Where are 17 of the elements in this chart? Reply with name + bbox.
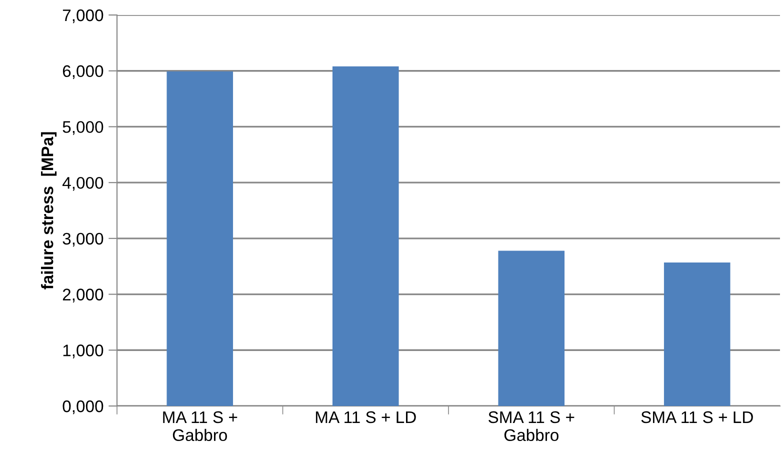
x-tick-label: MA 11 S + Gabbro	[163, 411, 238, 442]
bar	[332, 66, 399, 406]
x-tick-label: SMA 11 S + Gabbro	[488, 411, 574, 442]
y-tick-label: 4,000	[62, 176, 104, 191]
y-tick-label: 1,000	[63, 344, 104, 358]
y-tick-label: 2,000	[62, 288, 104, 302]
y-tick-label: 6,000	[62, 65, 104, 80]
bar	[664, 262, 730, 406]
y-axis-title: failure stress [MPa]	[41, 132, 57, 290]
bar	[166, 71, 234, 406]
x-tick-label: SMA 11 S + LD	[641, 411, 753, 424]
bar	[498, 250, 565, 406]
y-tick-label: 0,000	[62, 400, 104, 414]
y-tick-label: 3,000	[62, 232, 104, 247]
y-tick-label: 7,000	[62, 9, 104, 24]
x-tick-label: MA 11 S + LD	[316, 411, 416, 424]
y-tick-label: 5,000	[62, 121, 104, 135]
